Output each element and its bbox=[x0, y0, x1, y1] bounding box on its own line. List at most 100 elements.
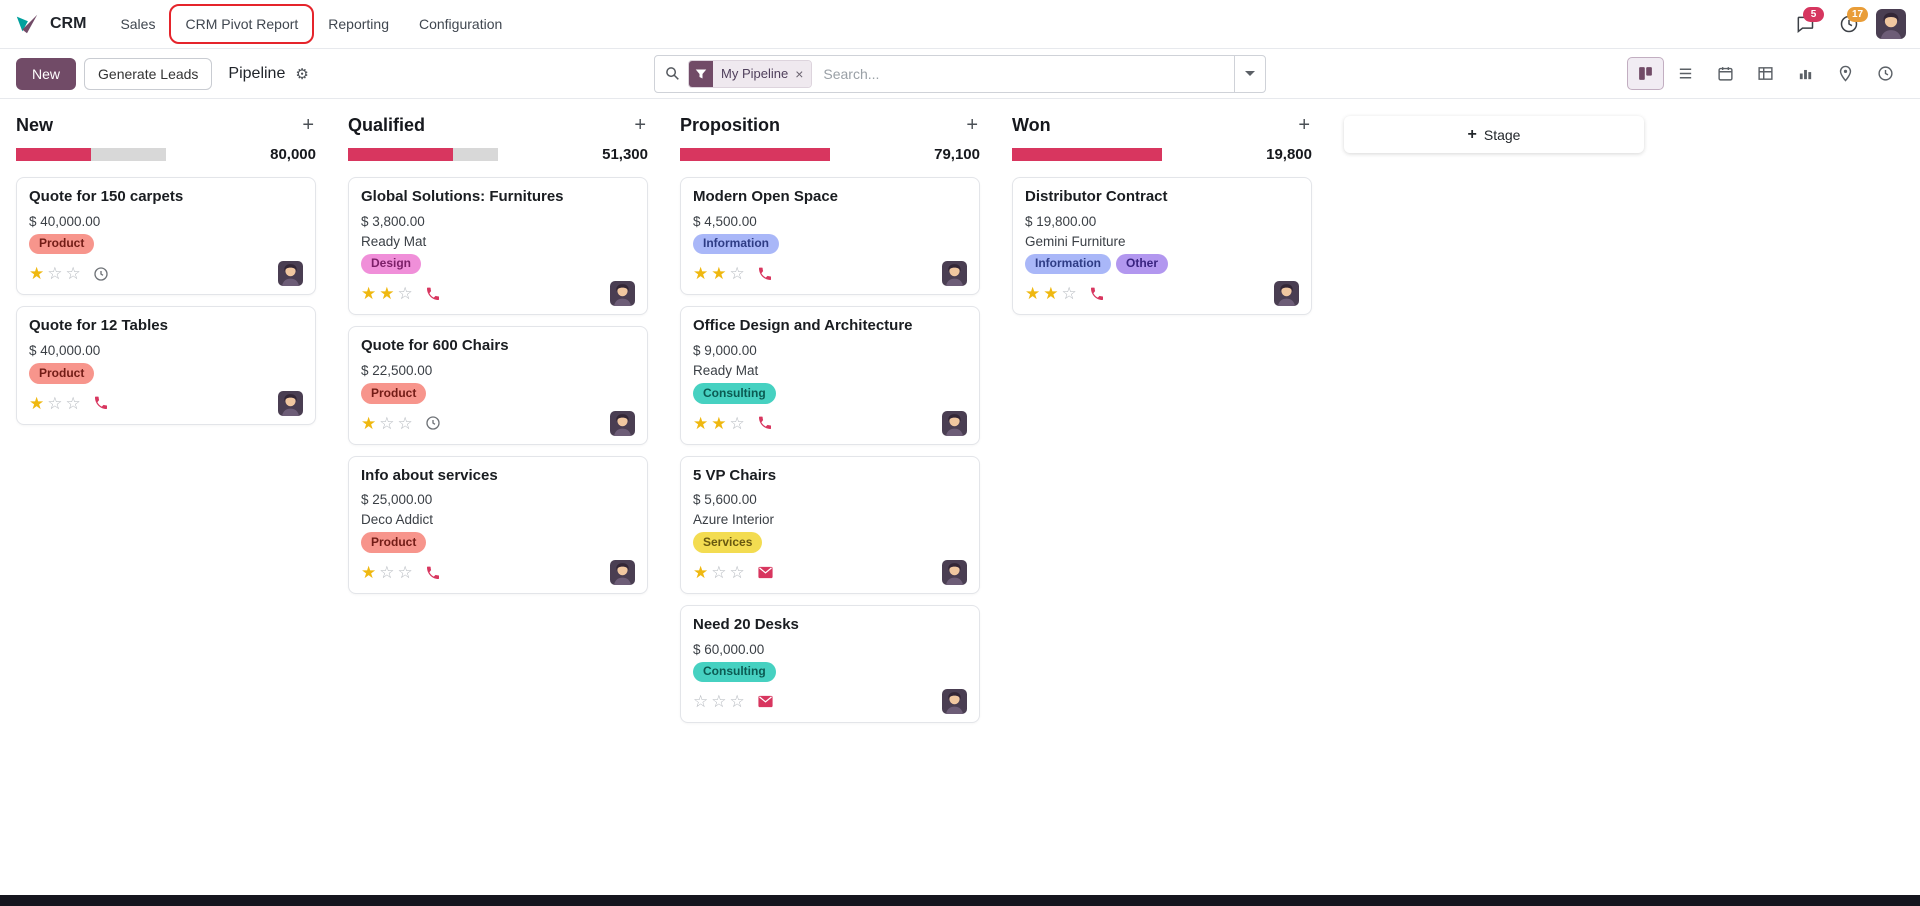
activities-icon[interactable]: 17 bbox=[1832, 7, 1868, 41]
priority-star[interactable]: ☆ bbox=[397, 413, 413, 433]
phone-icon[interactable] bbox=[757, 266, 773, 282]
stage-progressbar[interactable] bbox=[1012, 148, 1162, 161]
envelope-icon[interactable] bbox=[757, 693, 774, 710]
column-add-button[interactable]: + bbox=[634, 114, 646, 136]
priority-star[interactable]: ☆ bbox=[729, 264, 745, 284]
kanban-card[interactable]: Info about services $ 25,000.00 Deco Add… bbox=[348, 455, 648, 595]
kanban-card[interactable]: Modern Open Space $ 4,500.00 Information… bbox=[680, 177, 980, 296]
priority-star[interactable]: ☆ bbox=[379, 413, 395, 433]
priority-star[interactable]: ★ bbox=[711, 264, 727, 284]
navbar-menu-item[interactable]: CRM Pivot Report bbox=[169, 4, 315, 44]
search-input[interactable] bbox=[821, 64, 1234, 83]
phone-icon[interactable] bbox=[425, 565, 441, 581]
messages-icon[interactable]: 5 bbox=[1788, 7, 1824, 41]
priority-star[interactable]: ★ bbox=[1043, 284, 1059, 304]
priority-star[interactable]: ★ bbox=[1025, 284, 1041, 304]
priority-stars: ★ ☆ ☆ bbox=[29, 265, 81, 282]
priority-star[interactable]: ☆ bbox=[397, 563, 413, 583]
view-switcher bbox=[1627, 57, 1904, 90]
user-avatar[interactable] bbox=[1876, 9, 1906, 39]
kanban-card[interactable]: Global Solutions: Furnitures $ 3,800.00 … bbox=[348, 177, 648, 316]
priority-star[interactable]: ☆ bbox=[729, 413, 745, 433]
priority-star[interactable]: ★ bbox=[29, 264, 45, 284]
priority-star[interactable]: ★ bbox=[693, 413, 709, 433]
messages-badge: 5 bbox=[1803, 7, 1824, 22]
view-switch-activity[interactable] bbox=[1867, 57, 1904, 90]
card-title: Global Solutions: Furnitures bbox=[361, 188, 564, 205]
view-switch-graph[interactable] bbox=[1787, 57, 1824, 90]
view-switch-pivot[interactable] bbox=[1747, 57, 1784, 90]
kanban-card[interactable]: Need 20 Desks $ 60,000.00 Consulting ☆ ☆ ☆ bbox=[680, 605, 980, 724]
stage-progressbar[interactable] bbox=[16, 148, 166, 161]
navbar-menu-item[interactable]: Reporting bbox=[328, 16, 389, 32]
kanban-card[interactable]: Distributor Contract $ 19,800.00 Gemini … bbox=[1012, 177, 1312, 316]
kanban-card[interactable]: 5 VP Chairs $ 5,600.00 Azure Interior Se… bbox=[680, 455, 980, 595]
card-partner: Ready Mat bbox=[361, 233, 427, 249]
avatar bbox=[278, 390, 303, 416]
stage-progressbar[interactable] bbox=[348, 148, 498, 161]
phone-icon[interactable] bbox=[1089, 286, 1105, 302]
envelope-icon[interactable] bbox=[757, 564, 774, 581]
column-add-button[interactable]: + bbox=[1298, 114, 1310, 136]
navbar-menu-item[interactable]: Configuration bbox=[418, 16, 503, 32]
priority-star[interactable]: ☆ bbox=[47, 393, 63, 413]
priority-star[interactable]: ★ bbox=[361, 563, 377, 583]
view-switch-map[interactable] bbox=[1827, 57, 1864, 90]
priority-star[interactable]: ☆ bbox=[65, 393, 81, 413]
view-switch-kanban[interactable] bbox=[1627, 57, 1664, 90]
priority-star[interactable]: ★ bbox=[693, 264, 709, 284]
priority-stars: ★ ★ ☆ bbox=[1025, 285, 1077, 302]
tag-product: Product bbox=[361, 383, 427, 404]
stage-name: Proposition bbox=[680, 114, 780, 135]
avatar bbox=[1274, 281, 1299, 307]
priority-stars: ★ ★ ☆ bbox=[361, 285, 413, 302]
odoo-apps-logo-icon[interactable] bbox=[14, 11, 40, 37]
priority-star[interactable]: ★ bbox=[693, 563, 709, 583]
gear-icon[interactable]: ⚙ bbox=[295, 65, 309, 83]
search-bar[interactable]: My Pipeline × bbox=[654, 54, 1266, 93]
priority-star[interactable]: ☆ bbox=[379, 563, 395, 583]
clock-icon[interactable] bbox=[93, 266, 109, 282]
facet-remove-icon[interactable]: × bbox=[795, 60, 812, 87]
search-facet-my-pipeline[interactable]: My Pipeline × bbox=[688, 59, 813, 88]
view-switch-calendar[interactable] bbox=[1707, 57, 1744, 90]
view-switch-list[interactable] bbox=[1667, 57, 1704, 90]
kanban-card[interactable]: Quote for 600 Chairs $ 22,500.00 Product… bbox=[348, 326, 648, 445]
phone-icon[interactable] bbox=[425, 286, 441, 302]
search-dropdown-caret-icon[interactable] bbox=[1234, 55, 1265, 92]
priority-star[interactable]: ☆ bbox=[397, 284, 413, 304]
kanban-card[interactable]: Quote for 150 carpets $ 40,000.00 Produc… bbox=[16, 177, 316, 296]
card-amount: $ 60,000.00 bbox=[693, 641, 765, 657]
priority-star[interactable]: ☆ bbox=[711, 692, 727, 712]
priority-star[interactable]: ★ bbox=[711, 413, 727, 433]
phone-icon[interactable] bbox=[757, 415, 773, 431]
stage-progressbar[interactable] bbox=[680, 148, 830, 161]
avatar bbox=[942, 410, 967, 436]
new-button[interactable]: New bbox=[16, 57, 77, 90]
priority-star[interactable]: ★ bbox=[379, 284, 395, 304]
kanban-card[interactable]: Quote for 12 Tables $ 40,000.00 Product … bbox=[16, 306, 316, 425]
card-amount: $ 25,000.00 bbox=[361, 492, 433, 508]
priority-star[interactable]: ☆ bbox=[711, 563, 727, 583]
phone-icon[interactable] bbox=[93, 395, 109, 411]
tag-consulting: Consulting bbox=[693, 661, 776, 683]
tag-other: Other bbox=[1116, 253, 1169, 275]
priority-star[interactable]: ☆ bbox=[729, 563, 745, 583]
priority-star[interactable]: ★ bbox=[361, 413, 377, 433]
priority-star[interactable]: ☆ bbox=[65, 264, 81, 284]
app-name[interactable]: CRM bbox=[50, 15, 87, 32]
priority-star[interactable]: ☆ bbox=[729, 692, 745, 712]
priority-star[interactable]: ☆ bbox=[47, 264, 63, 284]
kanban-card[interactable]: Office Design and Architecture $ 9,000.0… bbox=[680, 306, 980, 445]
generate-leads-button[interactable]: Generate Leads bbox=[84, 57, 213, 90]
clock-icon[interactable] bbox=[425, 415, 441, 431]
priority-star[interactable]: ☆ bbox=[693, 692, 709, 712]
column-add-button[interactable]: + bbox=[966, 114, 978, 136]
priority-star[interactable]: ★ bbox=[361, 284, 377, 304]
priority-star[interactable]: ★ bbox=[29, 393, 45, 413]
add-stage-button[interactable]: + Stage bbox=[1344, 116, 1644, 153]
priority-star[interactable]: ☆ bbox=[1061, 284, 1077, 304]
column-add-button[interactable]: + bbox=[302, 114, 314, 136]
kanban-view-icon bbox=[1639, 67, 1652, 80]
navbar-menu-item[interactable]: Sales bbox=[120, 16, 156, 32]
